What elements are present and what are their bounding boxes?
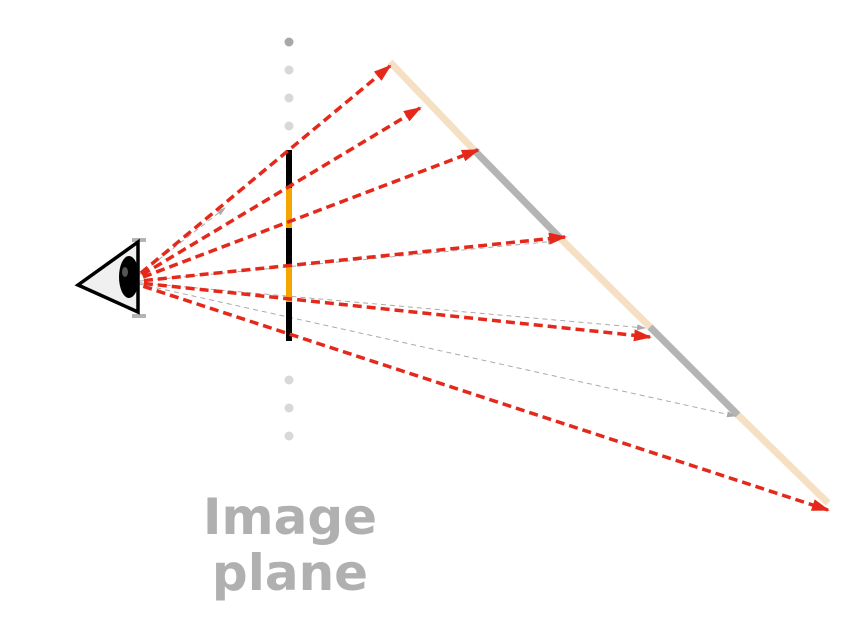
eye-icon (74, 238, 146, 318)
surface-segment (471, 147, 563, 241)
image-plane-dots (284, 37, 294, 441)
ray (129, 106, 422, 284)
image-plane-label-line2: plane (211, 544, 369, 602)
ray (128, 64, 392, 284)
faint-ray (129, 281, 736, 418)
ray (129, 280, 830, 512)
surface-segment (557, 235, 653, 330)
ray (129, 232, 567, 284)
primary-rays (128, 64, 830, 512)
faint-rays (129, 207, 736, 418)
image-plane-label-line1: Image (202, 488, 378, 546)
surface-segment (647, 324, 741, 418)
ray (129, 280, 652, 342)
surface (387, 59, 831, 506)
surface-segment (735, 412, 831, 506)
surface-segment (387, 59, 477, 153)
ray (129, 148, 480, 284)
